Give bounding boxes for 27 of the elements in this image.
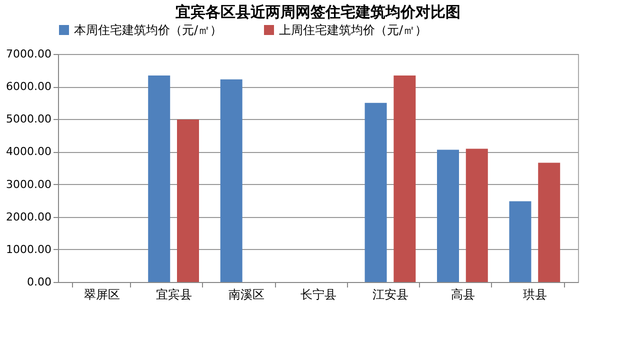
- bar: [364, 102, 387, 282]
- x-tick-label: 江安县: [372, 288, 409, 302]
- x-tick-label: 珙县: [523, 288, 548, 302]
- bar: [394, 75, 416, 282]
- y-tick-label: 0.00: [27, 276, 52, 288]
- bar: [437, 150, 459, 282]
- legend-label: 本周住宅建筑均价（元/㎡）: [74, 23, 222, 37]
- x-tick-label: 宜宾县: [156, 288, 192, 302]
- y-tick-label: 1000.00: [6, 242, 52, 256]
- y-tick-label: 6000.00: [6, 80, 52, 94]
- x-tick-label: 南溪区: [228, 288, 264, 302]
- y-tick-label: 7000.00: [6, 48, 52, 60]
- x-tick-label: 翠屏区: [84, 288, 120, 302]
- bar: [220, 79, 242, 282]
- y-tick-label: 4000.00: [6, 145, 52, 158]
- bar: [177, 119, 199, 282]
- bar: [466, 148, 488, 282]
- legend-label: 上周住宅建筑均价（元/㎡）: [279, 23, 428, 37]
- x-tick-label: 长宁县: [300, 288, 336, 302]
- y-tick-label: 5000.00: [6, 112, 52, 126]
- bar: [538, 162, 560, 282]
- chart-title: 宜宾各区县近两周网签住宅建筑均价对比图: [176, 3, 460, 21]
- y-tick-label: 3000.00: [6, 178, 52, 191]
- bar: [509, 201, 532, 282]
- y-tick-label: 2000.00: [6, 210, 52, 224]
- x-tick-label: 高县: [450, 288, 475, 302]
- bar: [148, 75, 170, 282]
